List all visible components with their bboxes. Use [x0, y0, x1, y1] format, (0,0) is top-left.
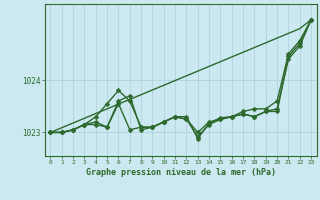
X-axis label: Graphe pression niveau de la mer (hPa): Graphe pression niveau de la mer (hPa) [86, 168, 276, 177]
